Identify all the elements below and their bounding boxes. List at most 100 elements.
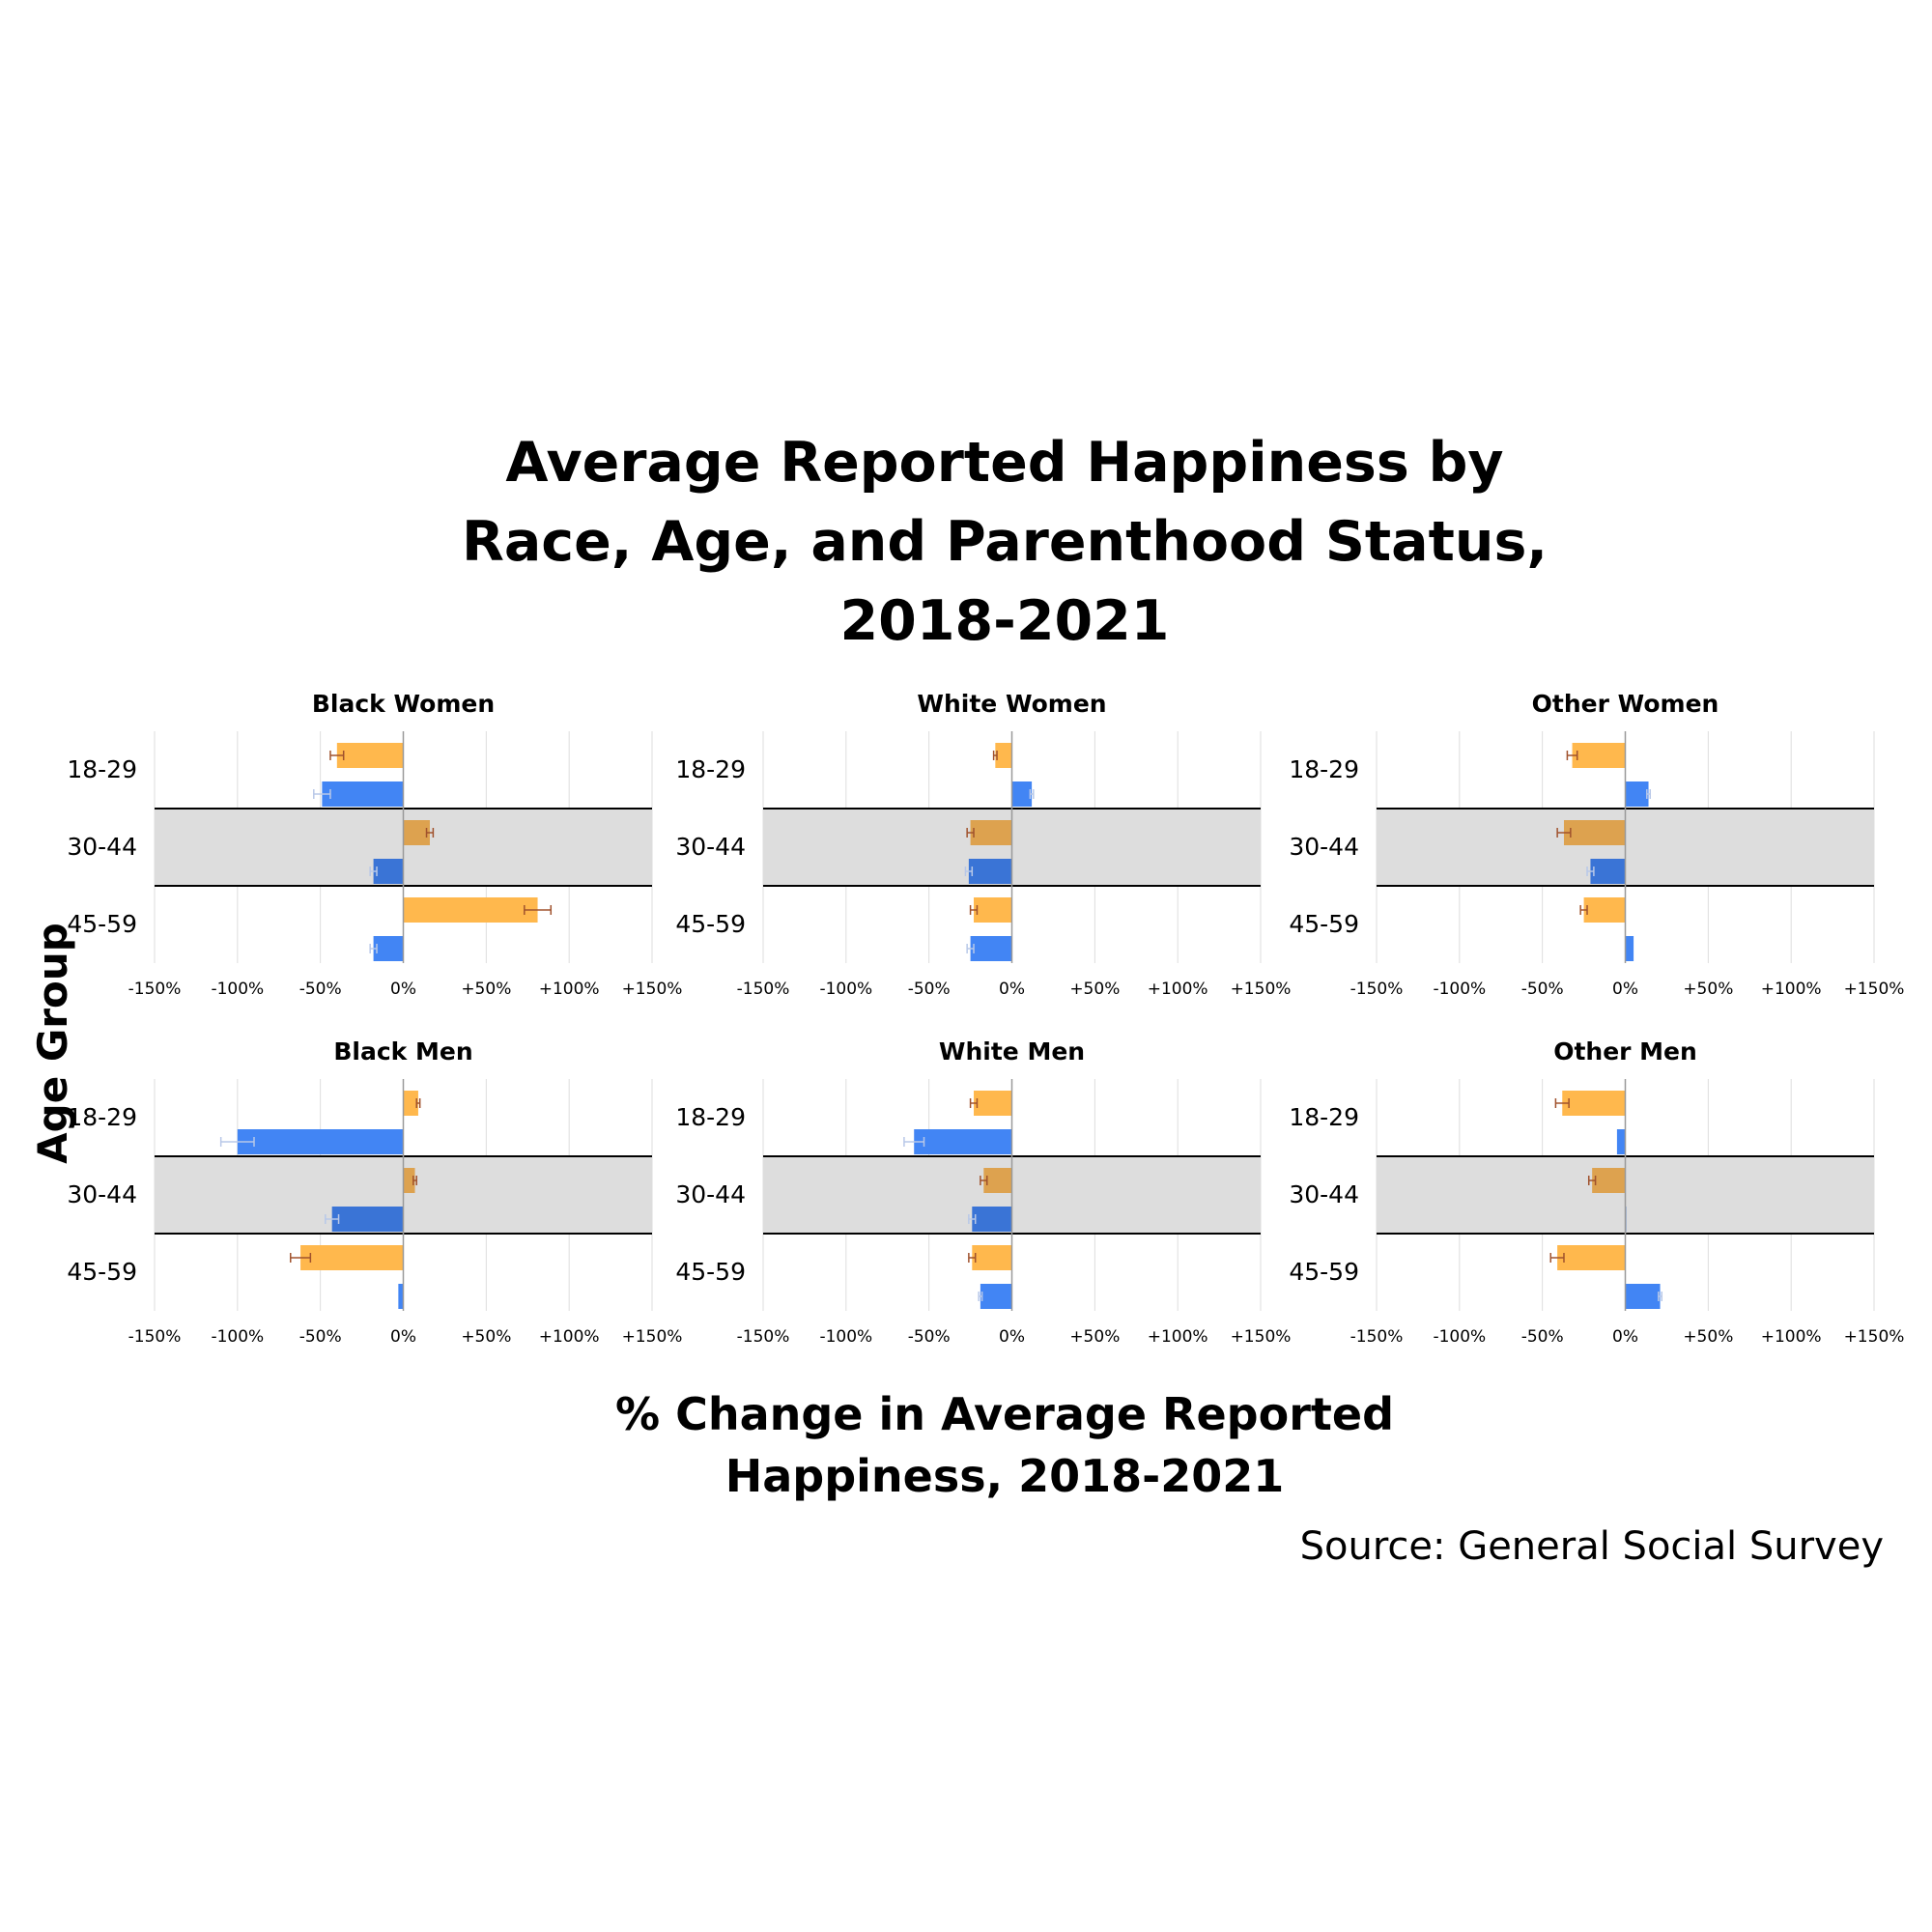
black-women-tick-label: -100% xyxy=(211,980,264,999)
white-women-tick-label: +100% xyxy=(1148,980,1208,999)
white-men-bar-30-44-blue xyxy=(972,1207,1012,1232)
source-note: Source: General Social Survey xyxy=(1299,1524,1884,1569)
black-women-tick-label: +100% xyxy=(539,980,600,999)
white-women-bar-30-44-orange xyxy=(970,820,1012,845)
other-men-tick-label: +50% xyxy=(1683,1327,1733,1347)
other-men-tick-label: -50% xyxy=(1521,1327,1564,1347)
white-women-bar-18-29-orange xyxy=(995,743,1012,768)
other-men-category-label: 30-44 xyxy=(1289,1180,1359,1208)
other-men-bar-45-59-blue xyxy=(1625,1284,1661,1309)
white-men-bar-18-29-blue xyxy=(914,1129,1012,1154)
other-women-tick-label: +50% xyxy=(1683,980,1733,999)
chart-title-line-2: Race, Age, and Parenthood Status, xyxy=(461,510,1548,574)
black-men-bar-30-44-orange xyxy=(403,1168,415,1193)
white-men-tick-label: -100% xyxy=(819,1327,872,1347)
other-men-bar-45-59-orange xyxy=(1557,1245,1626,1270)
white-men-tick-label: +50% xyxy=(1069,1327,1120,1347)
white-women-tick-label: -100% xyxy=(819,980,872,999)
white-women-bar-18-29-blue xyxy=(1011,781,1033,807)
black-men-tick-label: +100% xyxy=(539,1327,600,1347)
black-men-category-label: 30-44 xyxy=(67,1180,137,1208)
black-men-panel-title: Black Men xyxy=(333,1037,472,1065)
white-women-tick-label: +50% xyxy=(1069,980,1120,999)
black-men-category-label: 18-29 xyxy=(67,1103,137,1131)
other-women-bar-30-44-orange xyxy=(1563,820,1626,845)
other-women-bar-30-44-blue xyxy=(1590,859,1626,884)
white-men-category-label: 18-29 xyxy=(675,1103,746,1131)
black-men-tick-label: +150% xyxy=(622,1327,683,1347)
white-men-bar-18-29-orange xyxy=(974,1091,1012,1116)
black-men-tick-label: -150% xyxy=(128,1327,182,1347)
white-men-tick-label: +100% xyxy=(1148,1327,1208,1347)
white-women-bar-45-59-orange xyxy=(974,897,1012,923)
black-women-category-label: 30-44 xyxy=(67,833,137,861)
black-women-category-label: 18-29 xyxy=(67,755,137,783)
other-men-tick-label: +150% xyxy=(1844,1327,1905,1347)
chart-title-line-1: Average Reported Happiness by xyxy=(505,431,1504,495)
white-men-category-label: 30-44 xyxy=(675,1180,746,1208)
other-women-category-label: 18-29 xyxy=(1289,755,1359,783)
black-men-bar-18-29-orange xyxy=(403,1091,418,1116)
white-women-tick-label: -150% xyxy=(737,980,790,999)
other-women-tick-label: 0% xyxy=(1612,980,1638,999)
black-women-bar-18-29-orange xyxy=(336,743,404,768)
white-men-bar-45-59-orange xyxy=(972,1245,1012,1270)
other-men-bar-18-29-blue xyxy=(1616,1129,1626,1154)
white-women-category-label: 30-44 xyxy=(675,833,746,861)
white-men-tick-label: -150% xyxy=(737,1327,790,1347)
white-women-category-label: 45-59 xyxy=(675,910,746,938)
white-men-tick-label: 0% xyxy=(999,1327,1025,1347)
black-women-tick-label: +50% xyxy=(461,980,511,999)
other-women-bar-45-59-blue xyxy=(1625,936,1634,961)
black-men-bar-45-59-orange xyxy=(300,1245,404,1270)
white-women-panel-title: White Women xyxy=(917,690,1106,718)
white-women-category-label: 18-29 xyxy=(675,755,746,783)
black-men-tick-label: 0% xyxy=(390,1327,416,1347)
black-men-tick-label: -100% xyxy=(211,1327,264,1347)
other-men-bar-18-29-orange xyxy=(1562,1091,1626,1116)
other-men-category-label: 45-59 xyxy=(1289,1258,1359,1286)
white-men-bar-45-59-blue xyxy=(980,1284,1012,1309)
other-men-tick-label: +100% xyxy=(1761,1327,1822,1347)
white-men-tick-label: +150% xyxy=(1231,1327,1292,1347)
black-women-tick-label: -150% xyxy=(128,980,182,999)
x-axis-title-line-1: % Change in Average Reported xyxy=(614,1388,1395,1440)
black-men-tick-label: -50% xyxy=(299,1327,342,1347)
other-women-bar-18-29-orange xyxy=(1572,743,1626,768)
chart-title-line-3: 2018-2021 xyxy=(839,589,1170,653)
other-women-bar-45-59-orange xyxy=(1583,897,1626,923)
black-women-tick-label: -50% xyxy=(299,980,342,999)
other-men-tick-label: -150% xyxy=(1350,1327,1404,1347)
white-women-tick-label: +150% xyxy=(1231,980,1292,999)
black-women-category-label: 45-59 xyxy=(67,910,137,938)
black-women-bar-45-59-blue xyxy=(373,936,404,961)
white-men-bar-30-44-orange xyxy=(983,1168,1012,1193)
black-women-tick-label: +150% xyxy=(622,980,683,999)
black-men-tick-label: +50% xyxy=(461,1327,511,1347)
other-men-tick-label: 0% xyxy=(1612,1327,1638,1347)
other-women-tick-label: -50% xyxy=(1521,980,1564,999)
white-women-bar-45-59-blue xyxy=(970,936,1012,961)
white-women-tick-label: 0% xyxy=(999,980,1025,999)
black-men-bar-30-44-blue xyxy=(331,1207,404,1232)
other-men-panel-title: Other Men xyxy=(1553,1037,1697,1065)
other-men-bar-30-44-orange xyxy=(1592,1168,1626,1193)
black-men-bar-18-29-blue xyxy=(237,1129,404,1154)
x-axis-title-line-2: Happiness, 2018-2021 xyxy=(724,1450,1285,1502)
white-men-panel-title: White Men xyxy=(939,1037,1085,1065)
chart-title: Average Reported Happiness by Race, Age,… xyxy=(425,423,1584,661)
other-women-category-label: 30-44 xyxy=(1289,833,1359,861)
black-women-bar-30-44-orange xyxy=(403,820,430,845)
other-women-tick-label: -150% xyxy=(1350,980,1404,999)
other-women-bar-18-29-blue xyxy=(1625,781,1649,807)
black-women-bar-45-59-orange xyxy=(403,897,538,923)
black-women-tick-label: 0% xyxy=(390,980,416,999)
x-axis-title: % Change in Average Reported Happiness, … xyxy=(541,1383,1468,1507)
other-women-tick-label: -100% xyxy=(1433,980,1486,999)
other-women-category-label: 45-59 xyxy=(1289,910,1359,938)
other-men-category-label: 18-29 xyxy=(1289,1103,1359,1131)
white-men-category-label: 45-59 xyxy=(675,1258,746,1286)
black-men-bar-45-59-blue xyxy=(398,1284,404,1309)
black-women-panel-title: Black Women xyxy=(312,690,495,718)
black-women-bar-18-29-blue xyxy=(322,781,404,807)
